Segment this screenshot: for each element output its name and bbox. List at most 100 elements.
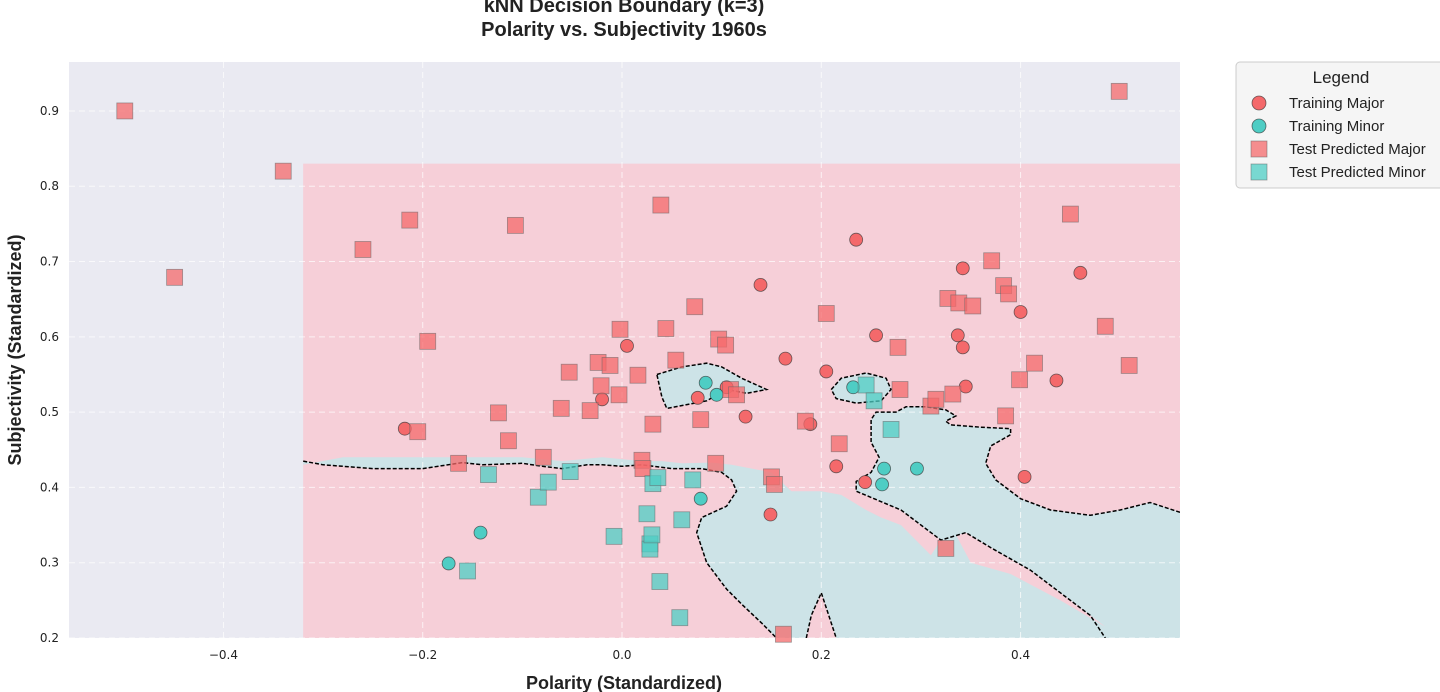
point-test-predicted-major	[692, 411, 710, 429]
point-test-predicted-major	[817, 305, 835, 322]
point-test-predicted-major	[667, 351, 685, 369]
point-training-major	[738, 409, 753, 424]
point-training-major	[1017, 469, 1032, 484]
point-test-predicted-major	[766, 475, 783, 493]
point-training-major	[1073, 265, 1088, 280]
point-training-minor	[473, 525, 488, 540]
point-test-predicted-major	[686, 298, 704, 316]
point-test-predicted-major	[552, 399, 570, 417]
point-training-major	[778, 351, 793, 366]
point-training-major	[753, 277, 768, 292]
point-test-predicted-major	[1011, 371, 1028, 389]
x-tick-labels: −0.4 −0.2 0.0 0.2 0.4	[209, 648, 1030, 662]
point-test-predicted-major	[354, 241, 372, 258]
point-test-predicted-major	[891, 381, 909, 398]
legend-label-training-minor: Training Minor	[1289, 118, 1384, 135]
point-test-predicted-major	[581, 402, 599, 420]
legend-items: Training Major Training Minor Test Predict…	[1250, 95, 1426, 181]
point-training-minor	[910, 461, 924, 476]
y-tick-label: 0.7	[40, 255, 59, 269]
x-tick-label: −0.2	[408, 648, 437, 662]
point-training-minor	[875, 477, 889, 492]
point-test-predicted-minor	[684, 471, 702, 489]
point-training-minor	[846, 380, 861, 395]
point-test-predicted-major	[490, 404, 507, 422]
decision-boundary-line	[855, 406, 1180, 638]
point-test-predicted-major	[166, 268, 184, 286]
point-test-predicted-major	[601, 357, 619, 374]
point-test-predicted-major	[964, 297, 982, 315]
legend-marker-training-minor	[1251, 118, 1267, 134]
y-tick-label: 0.2	[40, 631, 59, 645]
point-test-predicted-major	[611, 320, 629, 338]
point-test-predicted-major	[927, 390, 945, 408]
decision-boundary-line	[830, 372, 892, 404]
legend-label-test-predicted-major: Test Predicted Major	[1289, 141, 1426, 158]
point-test-predicted-minor	[671, 609, 689, 627]
point-test-predicted-minor	[643, 526, 661, 544]
data-points-layer	[116, 82, 1138, 643]
legend-marker-training-major	[1251, 95, 1267, 111]
y-axis-label: Subjectivity (Standardized)	[5, 234, 25, 465]
point-training-major	[1013, 305, 1028, 319]
point-test-predicted-major	[1000, 285, 1018, 303]
point-training-major	[958, 379, 973, 394]
point-test-predicted-minor	[539, 473, 557, 491]
point-test-predicted-major	[534, 448, 552, 466]
point-test-predicted-major	[983, 252, 1001, 270]
point-test-predicted-major	[560, 363, 578, 381]
point-training-major	[955, 340, 970, 355]
point-training-minor	[877, 461, 891, 476]
point-test-predicted-minor	[857, 376, 875, 394]
point-test-predicted-major	[1096, 317, 1114, 335]
point-test-predicted-minor	[673, 511, 691, 529]
y-tick-labels: 0.2 0.3 0.4 0.5 0.6 0.7 0.8 0.9	[40, 104, 59, 645]
legend-label-test-predicted-minor: Test Predicted Minor	[1289, 164, 1426, 181]
point-test-predicted-major	[944, 385, 962, 403]
point-training-major	[869, 328, 883, 343]
point-test-predicted-major	[634, 460, 652, 477]
point-test-predicted-major	[116, 102, 134, 120]
point-training-major	[763, 507, 778, 522]
point-test-predicted-major	[629, 366, 647, 384]
legend-box	[1235, 61, 1440, 189]
point-test-predicted-major	[274, 162, 292, 180]
point-test-predicted-major	[506, 216, 524, 234]
x-tick-label: 0.4	[1011, 648, 1030, 662]
point-test-predicted-minor	[651, 573, 669, 590]
point-test-predicted-major	[830, 435, 848, 453]
x-tick-label: 0.2	[812, 648, 831, 662]
y-tick-label: 0.3	[40, 556, 59, 570]
y-tick-label: 0.5	[40, 405, 59, 419]
point-training-major	[690, 390, 705, 405]
point-test-predicted-major	[500, 432, 517, 450]
legend-marker-test-predicted-major	[1250, 140, 1268, 158]
x-tick-label: 0.0	[612, 648, 631, 662]
point-test-predicted-major	[775, 625, 792, 643]
point-test-predicted-major	[1061, 205, 1079, 223]
legend-label-training-major: Training Major	[1289, 95, 1384, 112]
legend-title: Legend	[1313, 68, 1370, 87]
point-test-predicted-major	[1120, 357, 1138, 374]
point-test-predicted-minor	[638, 505, 656, 523]
point-test-predicted-minor	[605, 527, 623, 545]
y-tick-label: 0.6	[40, 330, 59, 344]
point-test-predicted-minor	[882, 421, 900, 438]
y-tick-label: 0.8	[40, 179, 59, 193]
point-training-minor	[441, 556, 456, 571]
point-test-predicted-minor	[480, 466, 497, 484]
point-test-predicted-minor	[459, 562, 476, 580]
point-training-major	[819, 364, 834, 379]
point-test-predicted-minor	[865, 392, 883, 410]
point-test-predicted-major	[652, 196, 670, 214]
chart-title-line-2: Polarity vs. Subjectivity 1960s	[481, 19, 767, 41]
point-training-major	[397, 421, 412, 436]
point-test-predicted-major	[717, 336, 735, 354]
point-test-predicted-major	[401, 211, 419, 229]
point-test-predicted-major	[707, 454, 725, 472]
region-minor-0	[303, 406, 1180, 638]
point-test-predicted-major	[728, 386, 745, 404]
point-test-predicted-major	[997, 407, 1015, 425]
legend-marker-test-predicted-minor	[1250, 163, 1268, 181]
